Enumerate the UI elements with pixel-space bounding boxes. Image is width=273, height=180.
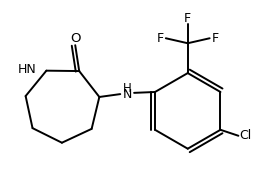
Text: O: O <box>70 32 81 45</box>
Text: Cl: Cl <box>240 129 252 142</box>
Text: N: N <box>123 88 132 101</box>
Text: H: H <box>123 82 132 95</box>
Text: F: F <box>157 32 164 45</box>
Text: F: F <box>184 12 191 25</box>
Text: F: F <box>212 32 219 45</box>
Text: HN: HN <box>18 63 37 76</box>
